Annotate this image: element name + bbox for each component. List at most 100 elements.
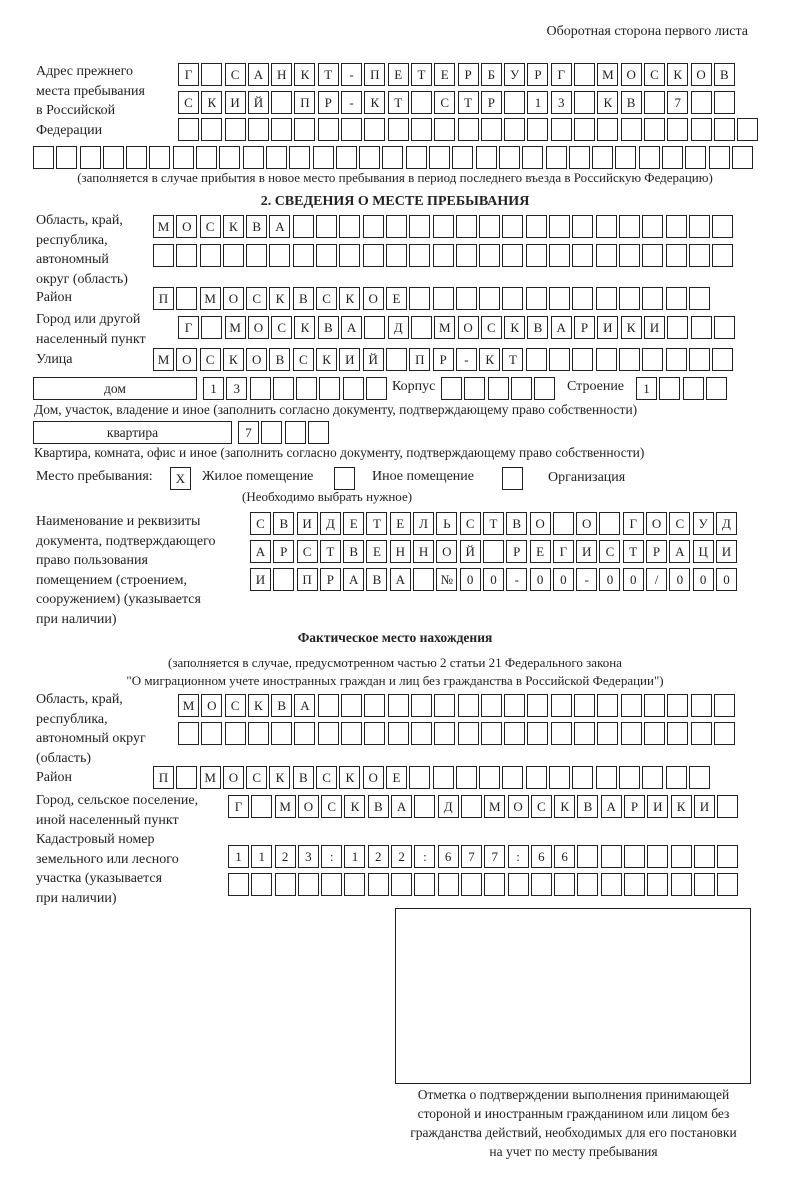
- char-cell[interactable]: [624, 873, 646, 896]
- char-cell[interactable]: Е: [387, 63, 409, 86]
- char-cell[interactable]: [595, 348, 617, 371]
- char-cell[interactable]: С: [292, 348, 314, 371]
- char-cell[interactable]: А: [250, 540, 271, 563]
- char-cell[interactable]: 7: [238, 421, 259, 444]
- char-cell[interactable]: [618, 348, 640, 371]
- char-cell[interactable]: А: [269, 215, 291, 238]
- char-cell[interactable]: [572, 215, 594, 238]
- char-cell[interactable]: [261, 421, 283, 444]
- char-cell[interactable]: 0: [715, 568, 737, 591]
- char-cell[interactable]: [201, 316, 223, 339]
- char-cell[interactable]: [502, 215, 524, 238]
- char-cell[interactable]: М: [597, 63, 619, 86]
- char-cell[interactable]: [294, 722, 316, 745]
- char-cell[interactable]: Е: [529, 540, 551, 563]
- char-cell[interactable]: [638, 146, 660, 169]
- char-cell[interactable]: [667, 118, 689, 141]
- char-cell[interactable]: С: [224, 694, 246, 717]
- char-cell[interactable]: [307, 421, 329, 444]
- char-cell[interactable]: [56, 146, 78, 169]
- char-cell[interactable]: 1: [344, 845, 366, 868]
- char-cell[interactable]: [317, 694, 339, 717]
- char-cell[interactable]: Г: [178, 316, 199, 339]
- char-cell[interactable]: :: [321, 845, 343, 868]
- char-cell[interactable]: :: [507, 845, 529, 868]
- char-cell[interactable]: А: [391, 795, 413, 818]
- char-cell[interactable]: В: [506, 512, 528, 535]
- char-cell[interactable]: Е: [389, 512, 411, 535]
- char-cell[interactable]: П: [364, 63, 386, 86]
- char-cell[interactable]: [713, 722, 735, 745]
- char-cell[interactable]: И: [224, 91, 246, 114]
- char-cell[interactable]: Б: [480, 63, 502, 86]
- char-cell[interactable]: 3: [550, 91, 572, 114]
- char-cell[interactable]: [201, 118, 223, 141]
- char-cell[interactable]: [549, 287, 571, 310]
- char-cell[interactable]: [527, 722, 549, 745]
- char-cell[interactable]: [79, 146, 101, 169]
- char-cell[interactable]: [599, 512, 621, 535]
- char-cell[interactable]: [247, 118, 269, 141]
- char-cell[interactable]: В: [246, 215, 268, 238]
- char-cell[interactable]: [690, 694, 712, 717]
- char-cell[interactable]: [102, 146, 124, 169]
- char-cell[interactable]: [550, 118, 572, 141]
- char-cell[interactable]: [410, 722, 432, 745]
- char-cell[interactable]: С: [599, 540, 621, 563]
- char-cell[interactable]: [643, 91, 665, 114]
- char-cell[interactable]: [385, 348, 407, 371]
- char-cell[interactable]: [409, 215, 431, 238]
- char-cell[interactable]: В: [317, 316, 339, 339]
- char-cell[interactable]: :: [414, 845, 436, 868]
- char-cell[interactable]: С: [321, 795, 343, 818]
- char-cell[interactable]: [504, 722, 526, 745]
- char-cell[interactable]: В: [713, 63, 735, 86]
- char-cell[interactable]: [600, 845, 622, 868]
- char-cell[interactable]: [339, 215, 361, 238]
- char-cell[interactable]: [688, 348, 710, 371]
- char-cell[interactable]: [341, 722, 363, 745]
- char-cell[interactable]: [595, 215, 617, 238]
- char-cell[interactable]: [527, 118, 549, 141]
- char-cell[interactable]: О: [362, 287, 384, 310]
- char-cell[interactable]: [480, 722, 502, 745]
- char-cell[interactable]: [33, 146, 54, 169]
- char-cell[interactable]: [690, 316, 712, 339]
- char-cell[interactable]: [455, 287, 477, 310]
- char-cell[interactable]: [409, 287, 431, 310]
- char-cell[interactable]: С: [480, 316, 502, 339]
- char-cell[interactable]: [312, 146, 334, 169]
- char-cell[interactable]: [176, 244, 198, 267]
- char-cell[interactable]: М: [153, 215, 174, 238]
- char-cell[interactable]: [665, 348, 687, 371]
- char-cell[interactable]: [432, 287, 454, 310]
- char-cell[interactable]: [296, 377, 318, 400]
- char-cell[interactable]: К: [294, 63, 316, 86]
- char-cell[interactable]: [441, 377, 462, 400]
- char-cell[interactable]: П: [409, 348, 431, 371]
- char-cell[interactable]: [364, 694, 386, 717]
- char-cell[interactable]: Р: [480, 91, 502, 114]
- char-cell[interactable]: И: [296, 512, 318, 535]
- char-cell[interactable]: [525, 766, 547, 789]
- char-cell[interactable]: О: [646, 512, 668, 535]
- char-cell[interactable]: [366, 377, 388, 400]
- char-cell[interactable]: [224, 118, 246, 141]
- char-cell[interactable]: [219, 146, 241, 169]
- char-cell[interactable]: 0: [692, 568, 714, 591]
- char-cell[interactable]: [597, 722, 619, 745]
- char-cell[interactable]: Р: [319, 568, 341, 591]
- char-cell[interactable]: [317, 722, 339, 745]
- char-cell[interactable]: У: [692, 512, 714, 535]
- char-cell[interactable]: [662, 146, 684, 169]
- char-cell[interactable]: [273, 568, 295, 591]
- char-cell[interactable]: Й: [247, 91, 269, 114]
- char-cell[interactable]: 0: [482, 568, 504, 591]
- char-cell[interactable]: В: [343, 540, 365, 563]
- char-cell[interactable]: М: [434, 316, 456, 339]
- char-cell[interactable]: О: [436, 540, 458, 563]
- char-cell[interactable]: О: [362, 766, 384, 789]
- char-cell[interactable]: И: [597, 316, 619, 339]
- char-cell[interactable]: [713, 316, 735, 339]
- char-cell[interactable]: К: [201, 91, 223, 114]
